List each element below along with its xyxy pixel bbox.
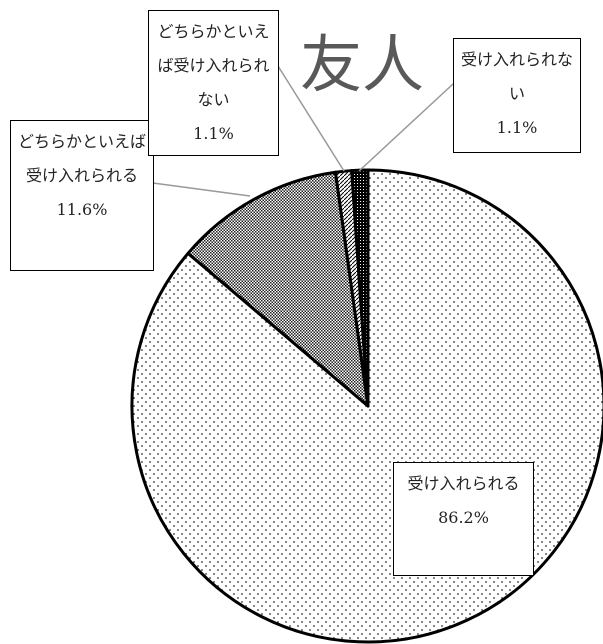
chart-title: 友人 — [300, 28, 425, 101]
value-label: 1.1% — [496, 118, 538, 137]
leader-line — [152, 182, 251, 197]
value-label: 11.6% — [56, 200, 108, 219]
value-label: 86.2% — [438, 508, 489, 527]
data-label: 受け入れられない 1.1% — [453, 38, 581, 153]
data-label: どちらかといえば受け入れられない 1.1% — [148, 10, 279, 156]
leader-line — [358, 83, 454, 172]
value-label: 1.1% — [193, 124, 234, 143]
pie-slice — [186, 170, 370, 408]
category-label: どちらかといえば受け入れられる — [17, 132, 146, 185]
leader-line — [277, 65, 345, 172]
category-label: 受け入れられない — [460, 50, 573, 103]
data-label: 受け入れられる 86.2% — [393, 462, 534, 576]
category-label: 受け入れられる — [407, 474, 520, 493]
category-label: どちらかといえば受け入れられない — [157, 22, 270, 109]
data-label: どちらかといえば受け入れられる 11.6% — [10, 120, 154, 271]
